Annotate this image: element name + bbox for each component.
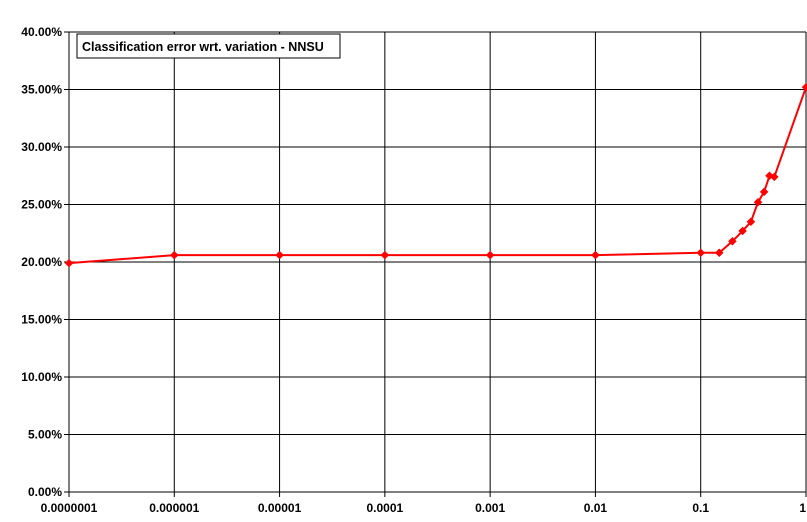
y-tick-label: 20.00% (21, 255, 62, 269)
x-tick-label: 0.00001 (258, 501, 302, 515)
x-tick-label: 0.0001 (367, 501, 404, 515)
x-tick-label: 0.1 (692, 501, 709, 515)
series-line (68, 86, 807, 265)
data-series (64, 82, 807, 268)
data-point (275, 250, 284, 260)
data-point (728, 236, 737, 246)
data-point (738, 226, 747, 236)
y-tick-label: 30.00% (21, 140, 62, 154)
data-point (696, 248, 706, 258)
x-tick-label: 0.01 (584, 501, 608, 515)
y-tick-label: 40.00% (21, 25, 62, 39)
x-axis-tick-labels: 0.0000001 0.000001 0.00001 0.0001 0.001 0.01 0… (41, 501, 807, 515)
data-point (169, 250, 179, 260)
y-tick-label: 10.00% (21, 370, 62, 384)
x-tick-label: 0.000001 (149, 501, 199, 515)
x-tick-label: 0.001 (475, 501, 505, 515)
x-tick-label: 1 (799, 501, 806, 515)
chart-title: Classification error wrt. variation - NN… (82, 40, 324, 54)
y-tick-label: 5.00% (28, 428, 62, 442)
gridlines (64, 31, 807, 497)
x-tick-label: 0.0000001 (41, 501, 98, 515)
data-point (485, 250, 495, 260)
y-axis-tick-labels: 0.00% 5.00% 10.00% 15.00% 20.00% 25.00% 30.00%… (21, 25, 62, 499)
chart-title-box: Classification error wrt. variation - NN… (76, 33, 341, 59)
data-point (380, 250, 390, 260)
y-tick-label: 15.00% (21, 313, 62, 327)
data-point (759, 187, 769, 197)
data-point (801, 82, 807, 92)
data-point (769, 172, 779, 182)
y-tick-label: 25.00% (21, 198, 62, 212)
data-point (746, 217, 756, 227)
data-point (753, 197, 763, 207)
data-point (714, 248, 724, 258)
y-tick-label: 35.00% (21, 83, 62, 97)
data-point (64, 258, 74, 268)
data-point (591, 250, 600, 260)
y-tick-label: 0.00% (28, 485, 62, 499)
